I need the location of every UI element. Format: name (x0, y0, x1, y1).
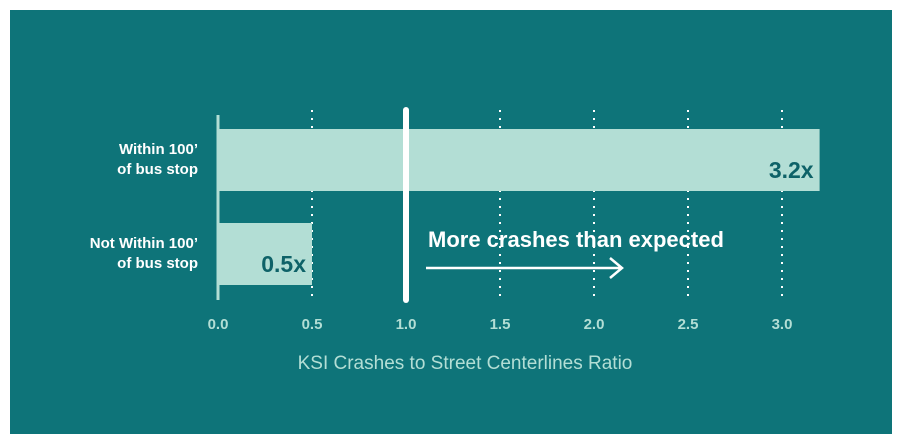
x-tick-label: 0.5 (302, 316, 323, 333)
category-label: Not Within 100’ of bus stop (90, 235, 198, 272)
background (10, 10, 892, 434)
x-tick-label: 2.0 (584, 316, 605, 333)
bar (218, 223, 312, 285)
x-tick-label: 1.0 (396, 316, 417, 333)
x-tick-label: 0.0 (208, 316, 229, 333)
x-axis-label: KSI Crashes to Street Centerlines Ratio (298, 353, 633, 374)
value-label: 0.5x (261, 251, 306, 277)
arrow (426, 257, 624, 279)
value-label: 3.2x (769, 157, 814, 183)
x-tick-label: 1.5 (490, 316, 511, 333)
x-tick-label: 3.0 (772, 316, 793, 333)
annotation: More crashes than expected (428, 227, 724, 252)
bar (218, 129, 820, 191)
category-label: Within 100’ of bus stop (117, 141, 198, 178)
x-tick-label: 2.5 (678, 316, 699, 333)
